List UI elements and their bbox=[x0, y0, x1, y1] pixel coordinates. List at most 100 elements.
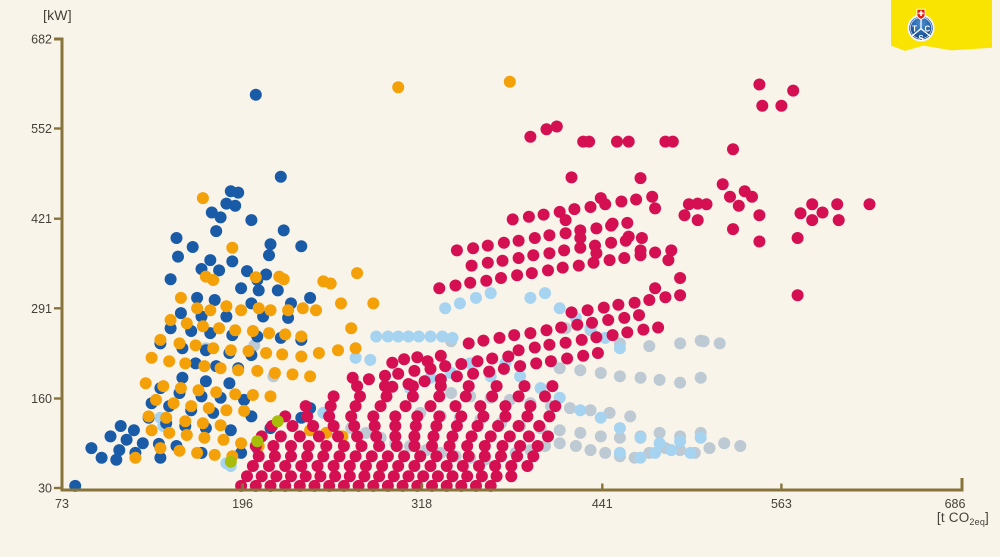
data-point-gray bbox=[643, 340, 656, 353]
data-point-red bbox=[430, 420, 443, 432]
data-point-blue bbox=[154, 451, 167, 464]
data-point-red bbox=[320, 440, 333, 452]
data-point-red bbox=[443, 440, 456, 452]
data-point-red bbox=[465, 430, 478, 443]
data-point-blue bbox=[229, 199, 242, 212]
data-point-blue bbox=[85, 442, 98, 455]
badge-letter-s: S bbox=[918, 34, 924, 43]
data-point-red bbox=[263, 460, 275, 472]
data-point-red bbox=[418, 375, 431, 388]
data-point-red bbox=[732, 199, 745, 212]
data-point-red bbox=[716, 178, 729, 191]
data-point-orange bbox=[145, 351, 158, 364]
data-point-red bbox=[643, 294, 656, 306]
data-point-red bbox=[543, 247, 556, 260]
data-point-red bbox=[621, 326, 634, 339]
data-point-gray bbox=[584, 444, 597, 457]
data-point-red bbox=[512, 344, 525, 357]
data-point-red bbox=[540, 324, 553, 337]
data-point-red bbox=[649, 246, 662, 259]
data-point-red bbox=[493, 331, 506, 344]
data-point-orange bbox=[229, 388, 242, 401]
data-point-red bbox=[622, 230, 635, 243]
data-point-orange bbox=[154, 333, 167, 346]
data-point-red bbox=[512, 420, 525, 432]
data-point-red bbox=[584, 201, 597, 213]
data-point-red bbox=[312, 430, 325, 443]
data-point-red bbox=[446, 430, 459, 443]
data-point-blue bbox=[95, 451, 108, 464]
data-point-blue bbox=[241, 265, 253, 278]
data-point-red bbox=[503, 430, 516, 443]
y-axis-unit-label: [kW] bbox=[43, 7, 72, 23]
data-point-blue bbox=[264, 238, 277, 251]
data-point-red bbox=[285, 440, 297, 452]
data-point-orange bbox=[180, 429, 193, 441]
data-point-red bbox=[464, 276, 477, 289]
data-point-red bbox=[362, 373, 375, 386]
badge-letter-t: T bbox=[912, 24, 917, 33]
data-point-lightblue bbox=[613, 446, 626, 459]
data-point-red bbox=[724, 190, 736, 203]
data-point-red bbox=[381, 450, 394, 463]
data-point-red bbox=[414, 450, 427, 463]
data-point-orange bbox=[277, 273, 290, 286]
data-point-red bbox=[427, 430, 440, 443]
data-point-red bbox=[674, 289, 687, 302]
data-point-red bbox=[474, 400, 487, 413]
data-point-red bbox=[367, 410, 380, 423]
data-point-red bbox=[727, 143, 739, 156]
data-point-red bbox=[459, 390, 472, 403]
data-point-orange bbox=[503, 75, 516, 88]
data-point-lightblue bbox=[436, 330, 449, 343]
data-point-red bbox=[603, 254, 616, 267]
data-point-red bbox=[522, 430, 535, 443]
data-point-gray bbox=[613, 370, 626, 383]
data-point-blue bbox=[245, 214, 258, 227]
data-point-lightblue bbox=[524, 291, 537, 304]
data-point-red bbox=[307, 420, 320, 432]
data-point-blue bbox=[114, 420, 127, 432]
data-point-orange bbox=[367, 297, 380, 310]
y-tick-label: 682 bbox=[31, 33, 52, 47]
data-point-blue bbox=[214, 211, 227, 224]
data-point-orange bbox=[295, 350, 308, 363]
data-point-orange bbox=[351, 267, 364, 280]
data-point-gray bbox=[553, 437, 566, 450]
data-point-blue bbox=[176, 371, 189, 384]
data-point-red bbox=[511, 269, 524, 282]
data-point-orange bbox=[208, 448, 221, 461]
data-point-red bbox=[345, 410, 358, 423]
data-point-orange bbox=[235, 437, 248, 450]
data-point-gray bbox=[599, 446, 612, 459]
data-point-red bbox=[505, 470, 518, 483]
data-point-red bbox=[293, 430, 306, 443]
data-point-lightblue bbox=[674, 435, 687, 448]
data-point-orange bbox=[324, 277, 337, 290]
data-point-orange bbox=[207, 342, 220, 355]
data-point-red bbox=[311, 460, 324, 472]
data-point-red bbox=[408, 364, 421, 377]
data-point-red bbox=[343, 470, 356, 483]
data-point-red bbox=[373, 470, 386, 483]
data-point-orange bbox=[173, 444, 186, 457]
data-point-red bbox=[285, 470, 297, 483]
data-point-red bbox=[597, 301, 610, 314]
data-point-red bbox=[456, 460, 469, 472]
data-point-gray bbox=[569, 440, 582, 452]
data-point-red bbox=[462, 337, 475, 350]
data-point-red bbox=[329, 470, 342, 483]
data-point-red bbox=[615, 195, 628, 208]
data-point-red bbox=[691, 214, 704, 227]
data-point-red bbox=[285, 450, 297, 463]
data-point-orange bbox=[185, 400, 198, 413]
x-tick-label: 318 bbox=[411, 497, 432, 511]
data-point-red bbox=[527, 450, 540, 463]
data-point-red bbox=[431, 470, 444, 483]
data-point-red bbox=[337, 440, 350, 452]
data-point-red bbox=[542, 264, 554, 277]
data-point-blue bbox=[213, 264, 226, 277]
data-point-gray bbox=[674, 376, 687, 389]
data-point-red bbox=[376, 460, 389, 472]
data-point-red bbox=[521, 460, 534, 472]
